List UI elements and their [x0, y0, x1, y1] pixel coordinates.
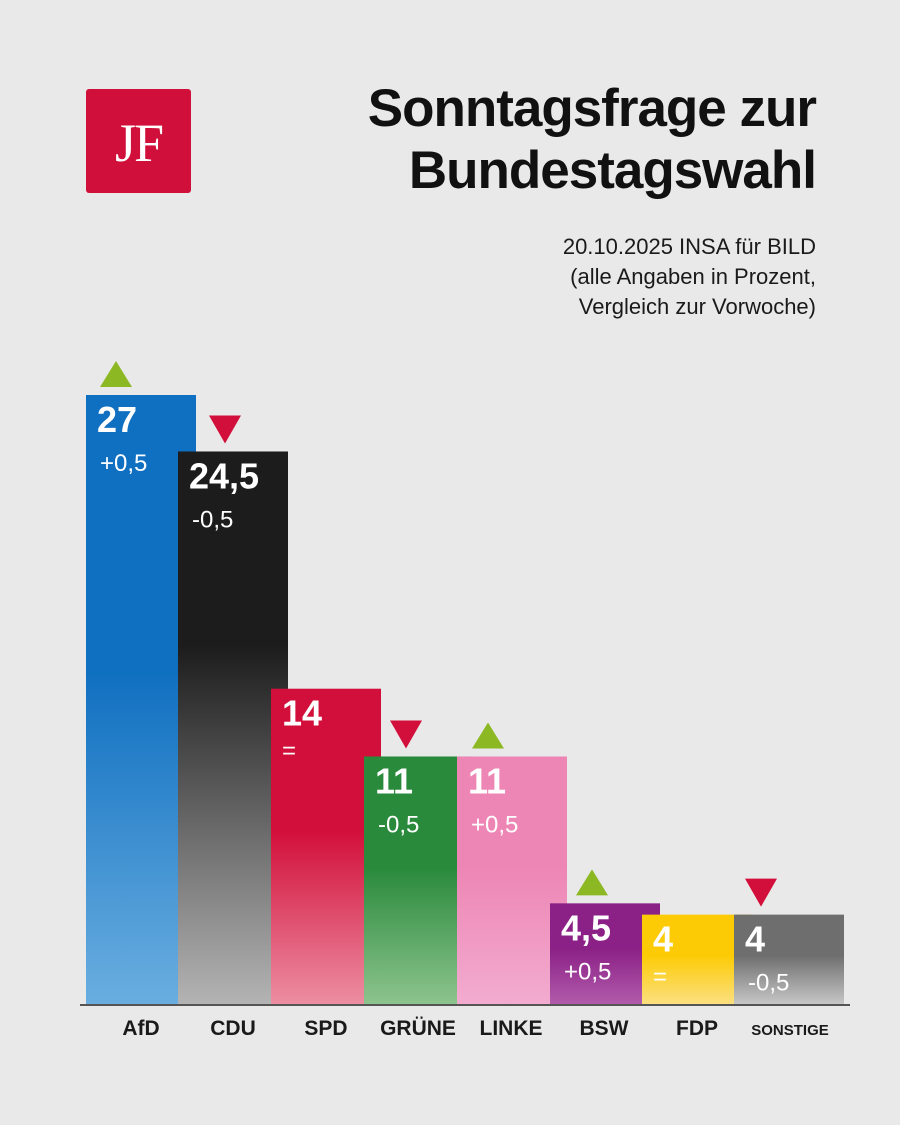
category-label-bsw: BSW	[580, 1017, 629, 1040]
trend-up-icon-afd	[100, 361, 132, 387]
labels-layer: 27 +0,5 AfD 24,5 -0,5 CDU 14 = SPD 11 -0,5 GRÜNE 11 +…	[97, 361, 829, 1040]
value-label-afd: 27	[97, 399, 137, 440]
value-label-linke: 11	[468, 760, 506, 801]
bar-gruene	[364, 756, 474, 1005]
trend-up-icon-bsw	[576, 869, 608, 896]
change-label-bsw: +0,5	[564, 958, 611, 985]
category-label-gruene: GRÜNE	[380, 1017, 456, 1040]
value-label-fdp: 4	[653, 919, 673, 960]
value-label-spd: 14	[282, 693, 322, 734]
page-title: Sonntagsfrage zur Bundestagswahl	[367, 78, 817, 202]
change-label-cdu: -0,5	[192, 506, 233, 533]
bar-spd	[271, 688, 381, 1005]
title-line-1: Sonntagsfrage zur	[367, 79, 817, 138]
subtitle-note-2: Vergleich zur Vorwoche)	[578, 294, 816, 319]
subtitle-note-1: (alle Angaben in Prozent,	[570, 264, 816, 289]
bars-layer	[86, 395, 844, 1006]
value-label-gruene: 11	[375, 760, 413, 801]
change-label-sonstige: -0,5	[748, 970, 789, 997]
chart-subtitle: 20.10.2025 INSA für BILD (alle Angaben i…	[563, 232, 816, 322]
category-label-fdp: FDP	[676, 1017, 718, 1040]
logo-text: JF	[114, 113, 164, 173]
category-label-linke: LINKE	[480, 1017, 543, 1040]
trend-down-icon-cdu	[209, 415, 241, 444]
subtitle-source: 20.10.2025 INSA für BILD	[562, 234, 816, 259]
jf-logo: JF	[86, 89, 191, 193]
bar-bsw	[550, 903, 660, 1005]
bar-cdu	[178, 451, 288, 1006]
bar-linke	[457, 756, 567, 1005]
category-label-afd: AfD	[122, 1017, 159, 1040]
value-label-sonstige: 4	[745, 919, 765, 960]
change-label-fdp: =	[653, 964, 667, 991]
bar-fdp	[642, 914, 752, 1005]
trend-up-icon-linke	[472, 722, 504, 749]
change-label-afd: +0,5	[100, 450, 147, 477]
value-label-bsw: 4,5	[561, 907, 611, 948]
title-line-2: Bundestagswahl	[408, 141, 817, 200]
change-label-linke: +0,5	[471, 811, 518, 838]
trend-down-icon-sonstige	[745, 878, 777, 907]
value-label-cdu: 24,5	[189, 455, 259, 496]
change-label-gruene: -0,5	[378, 811, 419, 838]
change-label-spd: =	[282, 738, 296, 765]
category-label-sonstige: SONSTIGE	[751, 1022, 829, 1039]
bar-afd	[86, 395, 196, 1005]
trend-down-icon-gruene	[390, 720, 422, 749]
category-label-cdu: CDU	[210, 1017, 256, 1040]
category-label-spd: SPD	[304, 1017, 347, 1040]
bar-sonstige	[734, 914, 844, 1005]
